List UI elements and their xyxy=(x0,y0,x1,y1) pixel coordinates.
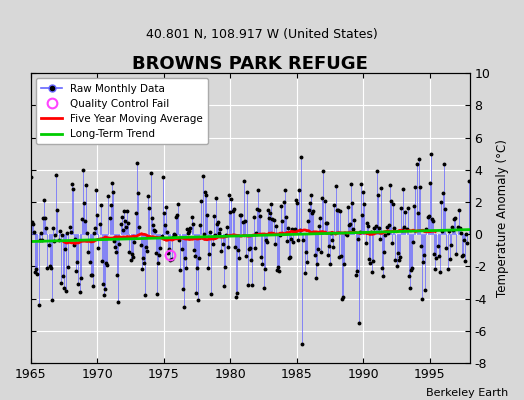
Title: BROWNS PARK REFUGE: BROWNS PARK REFUGE xyxy=(133,55,368,73)
Legend: Raw Monthly Data, Quality Control Fail, Five Year Moving Average, Long-Term Tren: Raw Monthly Data, Quality Control Fail, … xyxy=(36,78,209,144)
Text: Berkeley Earth: Berkeley Earth xyxy=(426,388,508,398)
Text: 40.801 N, 108.917 W (United States): 40.801 N, 108.917 W (United States) xyxy=(146,28,378,41)
Y-axis label: Temperature Anomaly (°C): Temperature Anomaly (°C) xyxy=(496,139,509,297)
